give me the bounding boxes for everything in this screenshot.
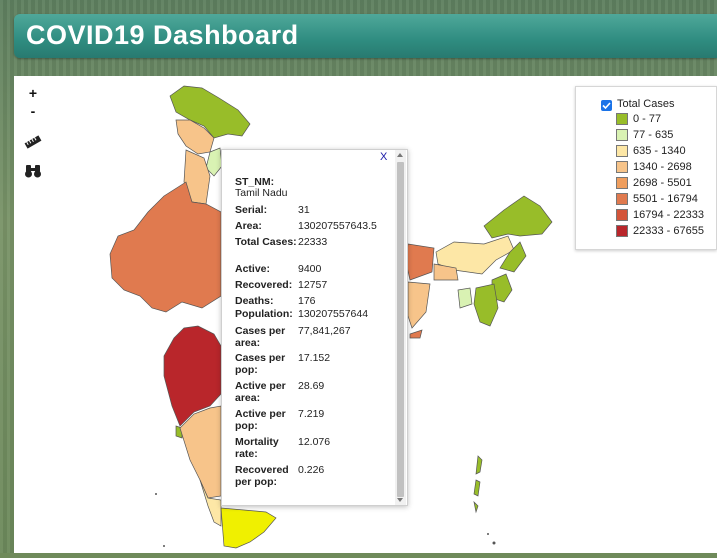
attribute-key: Serial: <box>235 204 268 216</box>
legend-label: 635 - 1340 <box>633 145 686 157</box>
attribute-key: Active per pop: <box>235 408 286 432</box>
region-tamil-nadu[interactable] <box>220 507 277 549</box>
region-andaman[interactable] <box>473 455 483 514</box>
attribute-value: 12.076 <box>298 436 331 448</box>
scroll-up-arrow[interactable] <box>397 153 403 157</box>
binoculars-icon[interactable] <box>24 162 42 180</box>
legend-label: 16794 - 22333 <box>633 209 704 221</box>
legend-swatch <box>616 113 628 125</box>
attribute-value: 22333 <box>298 236 328 248</box>
page-title: COVID19 Dashboard <box>26 20 299 50</box>
scroll-thumb[interactable] <box>397 162 404 497</box>
legend-swatch <box>616 225 628 237</box>
popup-state-name: Tamil Nadu <box>235 187 288 199</box>
legend-swatch <box>616 193 628 205</box>
region-arunachal[interactable] <box>483 195 553 239</box>
popup-close-button[interactable]: X <box>380 151 388 163</box>
zoom-in-button[interactable]: + <box>28 85 38 101</box>
popup-scrollbar[interactable] <box>395 150 406 505</box>
legend-swatch <box>616 209 628 221</box>
popup-state-key: ST_NM: <box>235 176 275 188</box>
region-west-bengal[interactable] <box>405 243 435 281</box>
attribute-key: Active: <box>235 263 271 275</box>
region-meghalaya[interactable] <box>433 263 459 281</box>
legend-label: 1340 - 2698 <box>633 161 692 173</box>
attribute-key: Total Cases: <box>235 236 297 248</box>
attribute-value: 176 <box>298 295 316 307</box>
legend-swatch <box>616 129 628 141</box>
region-maharashtra[interactable] <box>163 325 222 427</box>
legend-swatch <box>616 161 628 173</box>
ruler-icon[interactable] <box>24 133 42 151</box>
attribute-key: Deaths: <box>235 295 274 307</box>
attribute-value: 77,841,267 <box>298 325 351 337</box>
attribute-key: Recovered: <box>235 279 293 291</box>
attribute-key: Population: <box>235 308 293 320</box>
attribute-key: Area: <box>235 220 262 232</box>
attribute-value: 9400 <box>298 263 322 275</box>
attribute-value: 7.219 <box>298 408 325 420</box>
region-rajasthan[interactable] <box>109 181 222 313</box>
region-nagaland[interactable] <box>499 241 527 273</box>
zoom-out-button[interactable]: - <box>30 103 36 119</box>
attribute-key: Cases per area: <box>235 325 286 349</box>
attribute-value: 28.69 <box>298 380 325 392</box>
attribute-value: 31 <box>298 204 310 216</box>
legend-swatch <box>616 177 628 189</box>
attribute-key: Mortality rate: <box>235 436 279 460</box>
attribute-value: 0.226 <box>298 464 325 476</box>
scroll-down-arrow[interactable] <box>397 498 403 502</box>
legend-label: 0 - 77 <box>633 113 662 125</box>
attribute-value: 130207557643.5 <box>298 220 377 232</box>
feature-info-popup: X ST_NM: Tamil Nadu Serial: 31 Area: 130207… <box>221 149 408 506</box>
attribute-key: Cases per pop: <box>235 352 286 376</box>
region-odisha[interactable] <box>407 281 431 329</box>
legend-swatch <box>616 145 628 157</box>
attribute-value: 130207557644 <box>298 308 369 320</box>
attribute-key: Active per area: <box>235 380 286 404</box>
attribute-value: 12757 <box>298 279 328 291</box>
legend-label: 5501 - 16794 <box>633 193 698 205</box>
legend-label: 22333 - 67655 <box>633 225 704 237</box>
region-kerala[interactable] <box>199 479 222 527</box>
legend-panel: Total Cases 0 - 77 77 - 635 635 - 1340 1340… <box>575 86 717 250</box>
legend-label: 2698 - 5501 <box>633 177 692 189</box>
region-sikkim[interactable] <box>409 329 423 339</box>
attribute-key: Recovered per pop: <box>235 464 289 488</box>
total-cases-checkbox[interactable] <box>601 100 612 111</box>
region-mizoram[interactable] <box>473 283 499 327</box>
india-map[interactable] <box>14 76 717 553</box>
zoom-control: + - <box>24 84 42 120</box>
legend-label: 77 - 635 <box>633 129 674 141</box>
legend-layer-title: Total Cases <box>617 98 675 110</box>
attribute-value: 17.152 <box>298 352 331 364</box>
dashboard-header: COVID19 Dashboard <box>14 14 717 58</box>
region-tripura[interactable] <box>457 287 473 309</box>
